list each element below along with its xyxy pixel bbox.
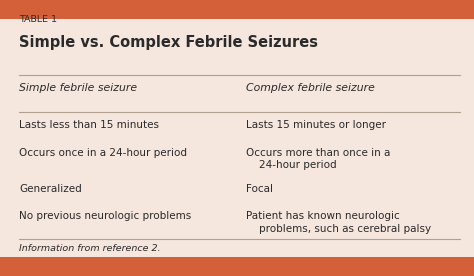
Text: Complex febrile seizure: Complex febrile seizure	[246, 83, 375, 93]
Text: Occurs more than once in a
    24-hour period: Occurs more than once in a 24-hour perio…	[246, 148, 391, 170]
Bar	[0, 0, 474, 19]
Text: Simple febrile seizure: Simple febrile seizure	[19, 83, 137, 93]
Text: Lasts 15 minutes or longer: Lasts 15 minutes or longer	[246, 120, 386, 130]
Text: Occurs once in a 24-hour period: Occurs once in a 24-hour period	[19, 148, 187, 158]
Text: Focal: Focal	[246, 184, 273, 193]
Text: Patient has known neurologic
    problems, such as cerebral palsy: Patient has known neurologic problems, s…	[246, 211, 432, 233]
Text: Simple vs. Complex Febrile Seizures: Simple vs. Complex Febrile Seizures	[19, 34, 318, 49]
Bar	[0, 257, 474, 276]
Text: Information from reference 2.: Information from reference 2.	[19, 244, 161, 253]
Text: No previous neurologic problems: No previous neurologic problems	[19, 211, 191, 221]
Text: TABLE 1: TABLE 1	[19, 15, 57, 24]
Text: Generalized: Generalized	[19, 184, 82, 193]
Text: Lasts less than 15 minutes: Lasts less than 15 minutes	[19, 120, 159, 130]
